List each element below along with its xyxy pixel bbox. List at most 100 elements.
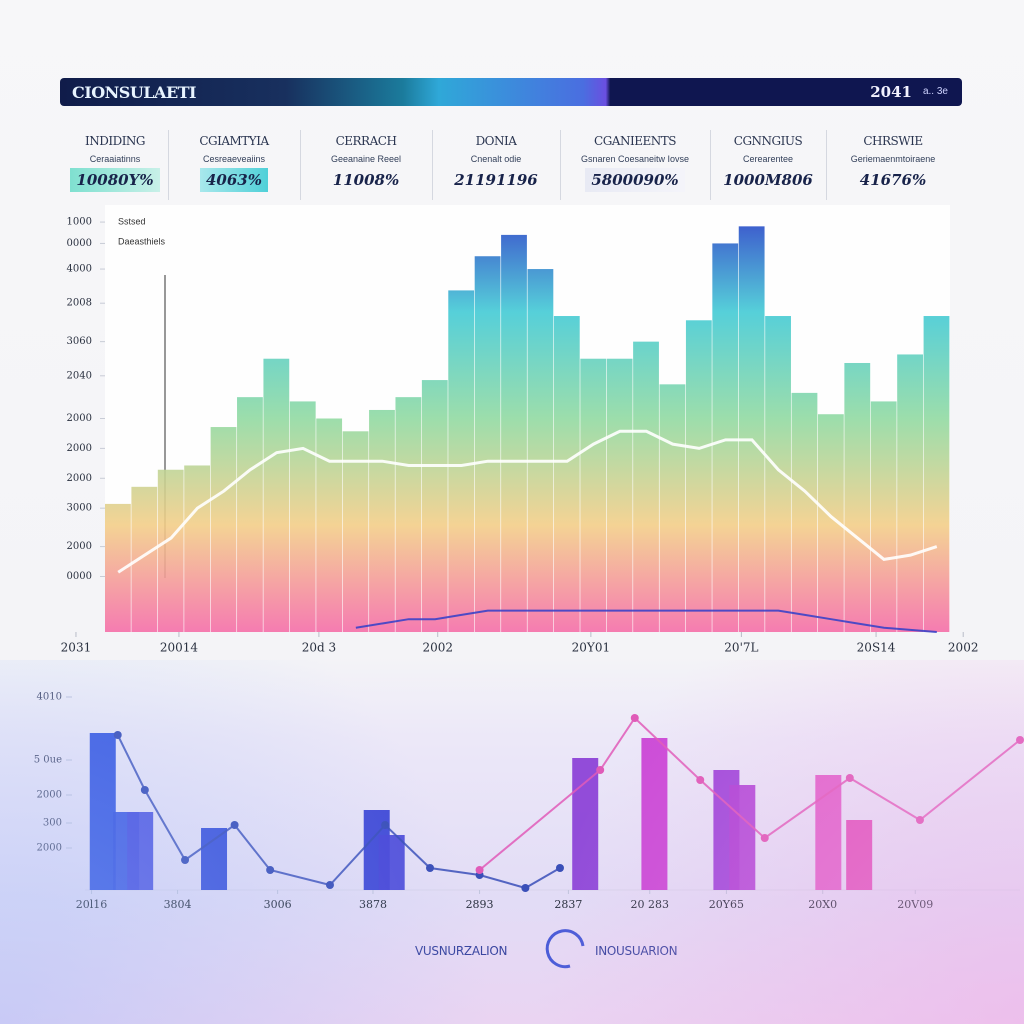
header-note: a.. 3e bbox=[922, 86, 948, 97]
x-tick-label: 20V09 bbox=[897, 898, 933, 911]
header-bar: CIONSULAETI 2041 a.. 3e bbox=[60, 78, 962, 106]
y-tick-label: 2000 bbox=[67, 473, 92, 484]
bar bbox=[791, 392, 818, 632]
y-tick-label: 0000 bbox=[67, 571, 92, 582]
card-divider bbox=[710, 130, 711, 200]
y-tick-label: 2000 bbox=[37, 790, 62, 801]
bar bbox=[201, 828, 228, 890]
line-point bbox=[696, 776, 705, 784]
bar bbox=[897, 354, 923, 632]
kpi-card: CHRSWIE Geriemaenmtoiraene 41676% bbox=[826, 128, 960, 200]
y-tick-label: 3000 bbox=[67, 503, 92, 514]
bar bbox=[580, 358, 607, 632]
kpi-sublabel: Geriemaenmtoiraene bbox=[850, 154, 936, 164]
annotation: Sstsed bbox=[118, 216, 146, 226]
bar bbox=[527, 269, 554, 632]
y-tick-label: 2040 bbox=[67, 370, 92, 381]
kpi-value: 1000M806 bbox=[723, 171, 813, 189]
bar bbox=[844, 362, 871, 632]
annotation: Daeasthiels bbox=[118, 236, 166, 246]
bar bbox=[846, 820, 873, 890]
bar bbox=[89, 733, 116, 890]
bar bbox=[210, 427, 237, 632]
footer-right: INOUSUARION bbox=[595, 944, 678, 958]
bar bbox=[378, 835, 405, 890]
line bbox=[116, 734, 561, 890]
kpi-value: 41676% bbox=[859, 171, 927, 189]
bar bbox=[474, 256, 501, 632]
kpi-label: CGANIEENTS bbox=[594, 134, 676, 148]
x-tick-label: 2031 bbox=[61, 641, 92, 655]
y-tick-label: 4010 bbox=[37, 692, 62, 703]
card-divider bbox=[300, 130, 301, 200]
y-tick-label: 3060 bbox=[67, 336, 92, 347]
bar bbox=[633, 341, 659, 632]
y-tick-label: 2000 bbox=[67, 541, 92, 552]
kpi-label: CHRSWIE bbox=[863, 134, 923, 148]
x-tick-label: 2893 bbox=[466, 898, 494, 911]
x-tick-label: 20 283 bbox=[630, 898, 669, 911]
kpi-label: INDIDING bbox=[84, 134, 146, 148]
bar bbox=[157, 469, 184, 632]
x-tick-label: 2002 bbox=[948, 641, 979, 655]
x-tick-label: 20014 bbox=[160, 641, 199, 655]
bar bbox=[765, 316, 791, 632]
bar bbox=[316, 418, 343, 632]
card-divider bbox=[560, 130, 561, 200]
kpi-card: CERRACH Geeanaine Reeel 11008% bbox=[300, 128, 432, 200]
card-divider bbox=[432, 130, 433, 200]
y-tick-label: 2000 bbox=[67, 443, 92, 454]
bar bbox=[237, 397, 263, 632]
bar bbox=[685, 320, 712, 632]
bar bbox=[553, 316, 580, 632]
bar bbox=[184, 465, 211, 632]
kpi-sublabel: Cerearentee bbox=[742, 154, 794, 164]
x-tick-label: 20'7L bbox=[724, 641, 758, 655]
bar bbox=[870, 401, 897, 632]
bar bbox=[729, 785, 756, 890]
kpi-sublabel: Cesreaeveaiins bbox=[202, 154, 266, 164]
header-year: 2041 bbox=[870, 83, 912, 101]
bar bbox=[606, 358, 633, 632]
y-tick-label: 2000 bbox=[67, 413, 92, 424]
line-point bbox=[113, 731, 122, 739]
bar bbox=[369, 409, 395, 632]
line-point bbox=[596, 766, 605, 774]
line bbox=[117, 429, 938, 574]
kpi-label: CERRACH bbox=[335, 134, 397, 148]
kpi-card: CGIAMTYIA Cesreaeveaiins 4063% bbox=[168, 128, 300, 200]
bar bbox=[641, 738, 668, 890]
x-tick-label: 3804 bbox=[164, 898, 192, 911]
bar bbox=[127, 812, 154, 890]
line bbox=[355, 609, 937, 633]
kpi-label: DONIA bbox=[475, 134, 517, 148]
card-divider bbox=[168, 130, 169, 200]
kpi-value: 11008% bbox=[332, 171, 400, 189]
line-point bbox=[845, 774, 854, 782]
x-tick-label: 20l16 bbox=[76, 898, 108, 911]
bar bbox=[448, 290, 475, 632]
bar bbox=[659, 384, 686, 632]
footer-left: VUSNURZALION bbox=[415, 944, 508, 958]
bar bbox=[395, 397, 422, 632]
line-point bbox=[1016, 736, 1024, 744]
line-point bbox=[325, 881, 334, 889]
line bbox=[478, 716, 1021, 871]
kpi-card: CGNNGIUS Cerearentee 1000M806 bbox=[710, 128, 826, 200]
line-point bbox=[760, 834, 769, 842]
kpi-card: INDIDING Ceraaiatinns 10080Y% bbox=[62, 128, 168, 200]
kpi-sublabel: Cnenalt odie bbox=[470, 154, 522, 164]
bar bbox=[923, 316, 950, 632]
x-tick-label: 2837 bbox=[554, 898, 582, 911]
kpi-label: CGNNGIUS bbox=[733, 134, 803, 148]
line-point bbox=[521, 884, 530, 892]
kpi-card: DONIA Cnenalt odie 21191196 bbox=[432, 128, 560, 200]
x-tick-label: 20Y01 bbox=[572, 641, 610, 655]
x-tick-label: 20X0 bbox=[808, 898, 837, 911]
bar bbox=[421, 380, 448, 632]
y-tick-label: 5 0ue bbox=[34, 755, 62, 766]
x-tick-label: 3006 bbox=[264, 898, 292, 911]
y-tick-label: 2008 bbox=[67, 298, 92, 309]
